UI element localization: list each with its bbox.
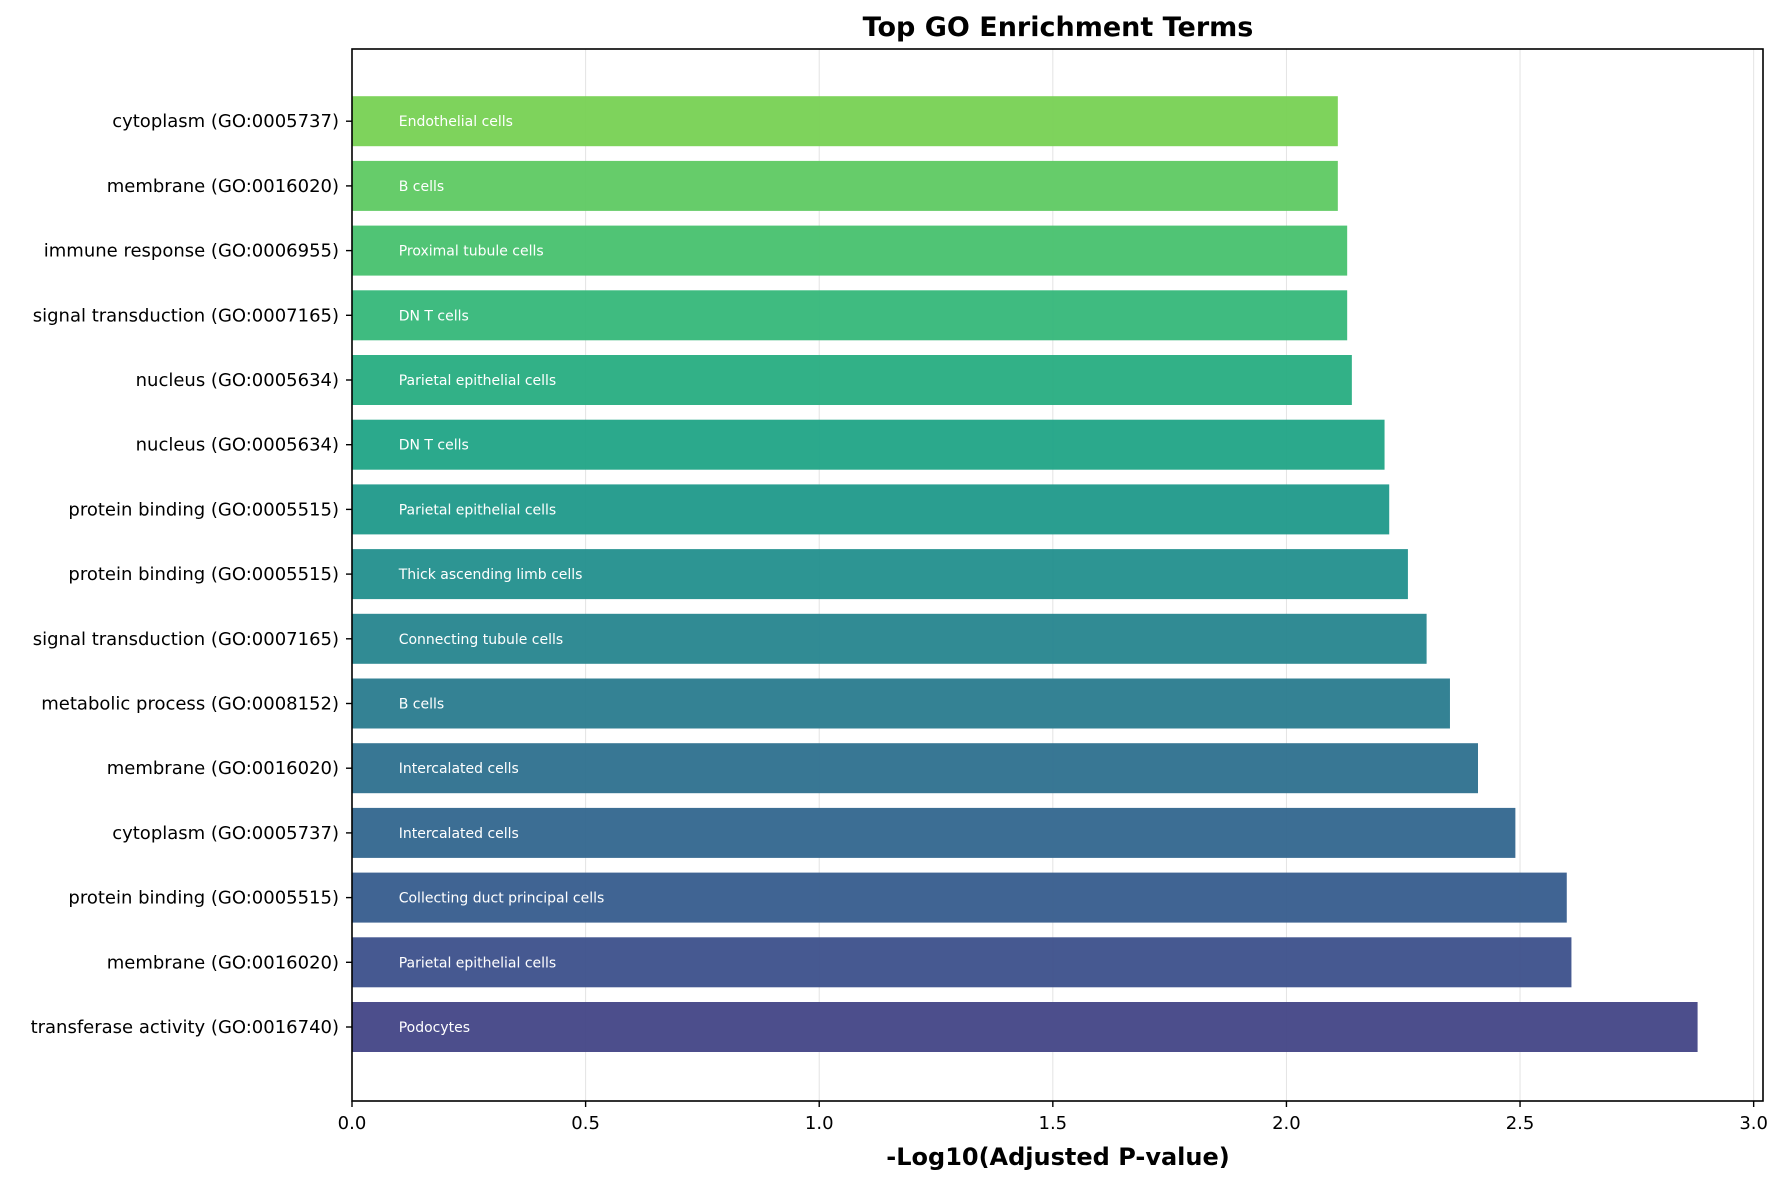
bar bbox=[352, 290, 1348, 341]
bar bbox=[352, 484, 1390, 535]
bar-label: Parietal epithelial cells bbox=[399, 955, 557, 971]
y-tick-label: immune response (GO:0006955) bbox=[44, 241, 339, 262]
bar bbox=[352, 1002, 1698, 1052]
y-tick-label: transferase activity (GO:0016740) bbox=[31, 1017, 339, 1038]
bar bbox=[352, 96, 1338, 147]
x-tick-label: 1.0 bbox=[805, 1113, 834, 1134]
y-tick-label: metabolic process (GO:0008152) bbox=[41, 694, 339, 715]
bar bbox=[352, 872, 1567, 923]
y-tick-label: protein binding (GO:0005515) bbox=[68, 564, 339, 585]
x-tick-label: 2.5 bbox=[1506, 1113, 1535, 1134]
bar bbox=[352, 613, 1427, 664]
bar bbox=[352, 225, 1348, 276]
bar-label: B cells bbox=[399, 697, 444, 713]
bar-label: DN T cells bbox=[399, 438, 469, 454]
x-tick-label: 0.0 bbox=[338, 1113, 367, 1134]
chart-title: Top GO Enrichment Terms bbox=[863, 12, 1254, 43]
y-tick-label: signal transduction (GO:0007165) bbox=[33, 629, 339, 650]
bar-label: Parietal epithelial cells bbox=[399, 502, 557, 518]
y-tick-label: membrane (GO:0016020) bbox=[107, 952, 339, 973]
bar-label: Collecting duct principal cells bbox=[399, 891, 605, 907]
bar-label: DN T cells bbox=[399, 308, 469, 324]
y-axis-ticks: transferase activity (GO:0016740) membran… bbox=[31, 111, 352, 1038]
y-tick-label: membrane (GO:0016020) bbox=[107, 758, 339, 779]
y-tick-label: protein binding (GO:0005515) bbox=[68, 499, 339, 520]
y-tick-label: protein binding (GO:0005515) bbox=[68, 888, 339, 909]
x-tick-label: 0.5 bbox=[571, 1113, 600, 1134]
bar-label: Parietal epithelial cells bbox=[399, 373, 557, 389]
y-tick-label: nucleus (GO:0005634) bbox=[136, 370, 339, 391]
bars bbox=[352, 96, 1698, 1052]
x-tick-label: 3.0 bbox=[1739, 1113, 1768, 1134]
bar-label: Thick ascending limb cells bbox=[398, 567, 583, 583]
bar bbox=[352, 807, 1516, 858]
y-tick-label: cytoplasm (GO:0005737) bbox=[112, 823, 339, 844]
bar bbox=[352, 678, 1450, 729]
bar-label: Intercalated cells bbox=[399, 761, 519, 777]
bar bbox=[352, 160, 1338, 211]
x-tick-label: 2.0 bbox=[1272, 1113, 1301, 1134]
bar-label: Endothelial cells bbox=[399, 114, 513, 130]
bar bbox=[352, 355, 1352, 405]
bar-label: Proximal tubule cells bbox=[399, 244, 544, 260]
bar-label: B cells bbox=[399, 179, 444, 195]
bar bbox=[352, 419, 1385, 470]
y-tick-label: membrane (GO:0016020) bbox=[107, 176, 339, 197]
bar bbox=[352, 549, 1408, 600]
plot-frame bbox=[351, 48, 1764, 1102]
bar bbox=[352, 937, 1572, 988]
y-tick-label: cytoplasm (GO:0005737) bbox=[112, 111, 339, 132]
y-tick-label: nucleus (GO:0005634) bbox=[136, 435, 339, 456]
bar bbox=[352, 743, 1478, 794]
bar-label: Connecting tubule cells bbox=[399, 632, 563, 648]
x-axis-ticks: 0.0 0.5 1.0 1.5 2.0 2.5 3.0 bbox=[338, 1101, 1768, 1134]
y-tick-label: signal transduction (GO:0007165) bbox=[33, 305, 339, 326]
bar-label: Podocytes bbox=[399, 1020, 470, 1036]
bar-labels: Podocytes Parietal epithelial cells Collec… bbox=[398, 114, 605, 1036]
x-axis-label: -Log10(Adjusted P-value) bbox=[886, 1143, 1229, 1171]
bar-label: Intercalated cells bbox=[399, 826, 519, 842]
x-tick-label: 1.5 bbox=[1039, 1113, 1068, 1134]
